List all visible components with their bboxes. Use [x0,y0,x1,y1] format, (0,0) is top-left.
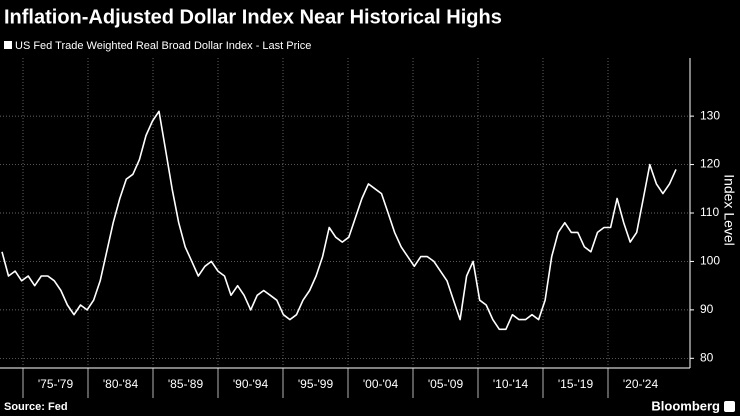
y-tick-label: 100 [700,254,720,268]
legend-label: US Fed Trade Weighted Real Broad Dollar … [15,40,311,52]
x-tick-label: '80-'84 [103,377,139,391]
line-series [1,110,677,331]
y-tick-label: 130 [700,108,720,122]
y-tick-label: 80 [700,350,714,364]
legend-swatch [4,41,12,49]
x-tick-label: '95-'99 [298,377,334,391]
x-tick-label: '05-'09 [428,377,464,391]
chart-title: Inflation-Adjusted Dollar Index Near His… [4,6,502,28]
y-tick-label: 90 [700,302,714,316]
y-axis-label: Index Level [721,174,737,246]
x-tick-label: '00-'04 [363,377,399,391]
x-tick-label: '75-'79 [38,377,74,391]
y-tick-label: 110 [700,205,719,219]
x-tick-label: '15-'19 [558,377,594,391]
x-tick-label: '10-'14 [493,377,529,391]
x-tick-label: '85-'89 [168,377,204,391]
brand-icon [724,401,735,412]
source: Source: Fed [4,401,68,413]
x-tick-label: '90-'94 [233,377,269,391]
y-tick-label: 120 [700,157,720,171]
brand: Bloomberg [651,398,720,413]
x-tick-label: '20-'24 [623,377,659,391]
